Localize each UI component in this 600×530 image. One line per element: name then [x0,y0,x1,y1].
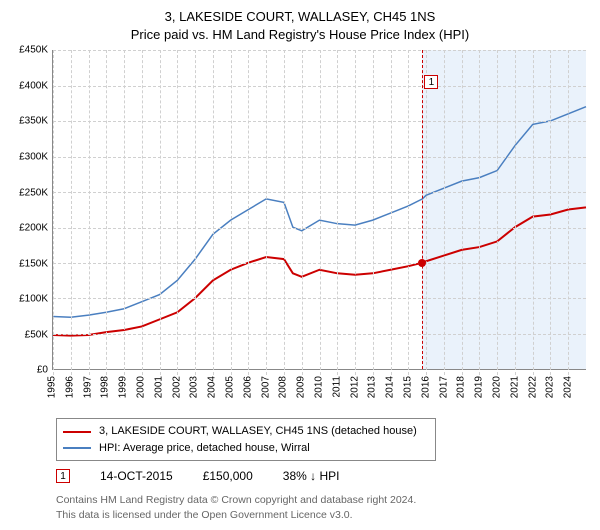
grid-vertical [462,50,463,375]
grid-vertical [337,50,338,375]
x-tick-label: 1999 [118,376,129,398]
event-marker-label: 1 [424,75,438,89]
x-tick-label: 2019 [474,376,485,398]
y-axis: £0£50K£100K£150K£200K£250K£300K£350K£400… [10,50,52,370]
legend-label-price: 3, LAKESIDE COURT, WALLASEY, CH45 1NS (d… [99,423,417,440]
legend-row-hpi: HPI: Average price, detached house, Wirr… [63,440,429,457]
y-tick-label: £300K [19,152,48,163]
grid-vertical [106,50,107,375]
x-tick-label: 1997 [82,376,93,398]
x-axis: 1995199619971998199920002001200220032004… [52,370,586,410]
grid-vertical [426,50,427,375]
y-tick-label: £150K [19,258,48,269]
annotation-pct: 38% ↓ HPI [283,469,340,483]
grid-vertical [515,50,516,375]
grid-vertical [124,50,125,375]
chart-title-1: 3, LAKESIDE COURT, WALLASEY, CH45 1NS [10,8,590,26]
x-tick-label: 2004 [207,376,218,398]
x-tick-label: 2007 [260,376,271,398]
grid-vertical [266,50,267,375]
x-tick-label: 1996 [64,376,75,398]
y-tick-label: £400K [19,80,48,91]
x-tick-label: 1998 [100,376,111,398]
x-tick-label: 2008 [278,376,289,398]
x-tick-label: 2003 [189,376,200,398]
legend-box: 3, LAKESIDE COURT, WALLASEY, CH45 1NS (d… [56,418,436,461]
x-tick-label: 2002 [171,376,182,398]
event-vertical-line [422,50,423,369]
grid-vertical [195,50,196,375]
grid-vertical [479,50,480,375]
grid-vertical [248,50,249,375]
y-tick-label: £250K [19,187,48,198]
grid-vertical [177,50,178,375]
x-tick-label: 2021 [509,376,520,398]
grid-vertical [568,50,569,375]
x-tick-label: 2014 [385,376,396,398]
legend-row-price: 3, LAKESIDE COURT, WALLASEY, CH45 1NS (d… [63,423,429,440]
y-tick-label: £100K [19,294,48,305]
footer-line-2: This data is licensed under the Open Gov… [56,508,590,522]
y-tick-label: £450K [19,45,48,56]
grid-vertical [497,50,498,375]
event-data-point [418,259,426,267]
x-tick-label: 2015 [403,376,414,398]
annotation-date: 14-OCT-2015 [100,469,173,483]
grid-vertical [550,50,551,375]
x-tick-label: 2016 [420,376,431,398]
grid-vertical [89,50,90,375]
grid-vertical [231,50,232,375]
grid-vertical [284,50,285,375]
annotation-row: 1 14-OCT-2015 £150,000 38% ↓ HPI [56,467,590,489]
footer-line-1: Contains HM Land Registry data © Crown c… [56,493,590,507]
grid-vertical [444,50,445,375]
grid-vertical [213,50,214,375]
grid-vertical [71,50,72,375]
x-tick-label: 2023 [545,376,556,398]
y-tick-label: £0 [37,365,48,376]
chart-area: £0 £50K £100K £150K £200K £250K £300K £350K £400… [10,50,590,410]
x-tick-label: 2009 [296,376,307,398]
x-tick-label: 2020 [492,376,503,398]
chart-title-2: Price paid vs. HM Land Registry's House … [10,26,590,44]
grid-vertical [160,50,161,375]
grid-vertical [53,50,54,375]
y-tick-label: £350K [19,116,48,127]
x-tick-label: 2024 [563,376,574,398]
grid-vertical [533,50,534,375]
x-tick-label: 2011 [331,376,342,398]
legend-label-hpi: HPI: Average price, detached house, Wirr… [99,440,310,457]
x-tick-label: 2013 [367,376,378,398]
legend-swatch-hpi [63,447,91,449]
grid-vertical [355,50,356,375]
x-tick-label: 2010 [314,376,325,398]
x-tick-label: 2001 [153,376,164,398]
x-tick-label: 1995 [47,376,58,398]
grid-vertical [142,50,143,375]
annotation-price: £150,000 [203,469,253,483]
grid-vertical [302,50,303,375]
x-tick-label: 2006 [242,376,253,398]
legend-swatch-price [63,431,91,433]
x-tick-label: 2012 [349,376,360,398]
x-tick-label: 2018 [456,376,467,398]
grid-vertical [391,50,392,375]
plot-region: 1 [52,50,586,370]
x-tick-label: 2022 [527,376,538,398]
x-tick-label: 2017 [438,376,449,398]
grid-vertical [408,50,409,375]
grid-vertical [320,50,321,375]
annotation-marker-icon: 1 [56,469,70,483]
grid-vertical [373,50,374,375]
y-tick-label: £200K [19,223,48,234]
chart-container: 3, LAKESIDE COURT, WALLASEY, CH45 1NS Pr… [0,0,600,526]
x-tick-label: 2005 [225,376,236,398]
y-tick-label: £50K [25,329,48,340]
footer-text: Contains HM Land Registry data © Crown c… [56,493,590,521]
x-tick-label: 2000 [136,376,147,398]
